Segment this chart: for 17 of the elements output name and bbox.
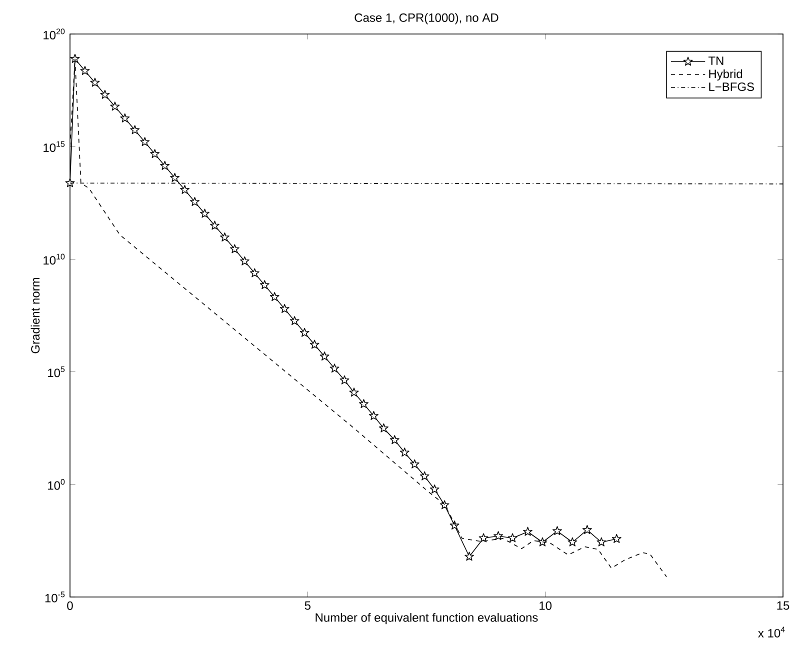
y-axis-title: Gradient norm bbox=[30, 278, 40, 354]
y-tick-label: 10$^{0}$ bbox=[48, 479, 65, 490]
x-tick-label: 15 bbox=[777, 601, 790, 610]
legend-label: Hybrid bbox=[709, 69, 742, 81]
chart-title: Case 1, CPR(1000), no AD bbox=[354, 13, 498, 24]
x-tick-label: 10 bbox=[540, 601, 552, 610]
text: x 10$^{4}$ bbox=[758, 626, 785, 638]
y-tick-label: 10$^{20}$ bbox=[44, 28, 65, 40]
x-axis-title: Number of equivalent function evaluations bbox=[316, 612, 538, 624]
legend-label: L−BFGS bbox=[709, 82, 754, 92]
y-tick-label: 10$^{5}$ bbox=[48, 366, 65, 378]
y-tick-label: 10$^{15}$ bbox=[44, 141, 65, 152]
legend-label: TN bbox=[708, 56, 724, 65]
y-tick-label: 10$^{-5}$ bbox=[45, 592, 65, 602]
x-tick-label: 0 bbox=[67, 601, 73, 610]
x-tick-label: 5 bbox=[304, 601, 310, 610]
y-tick-label: 10$^{10}$ bbox=[44, 254, 65, 265]
